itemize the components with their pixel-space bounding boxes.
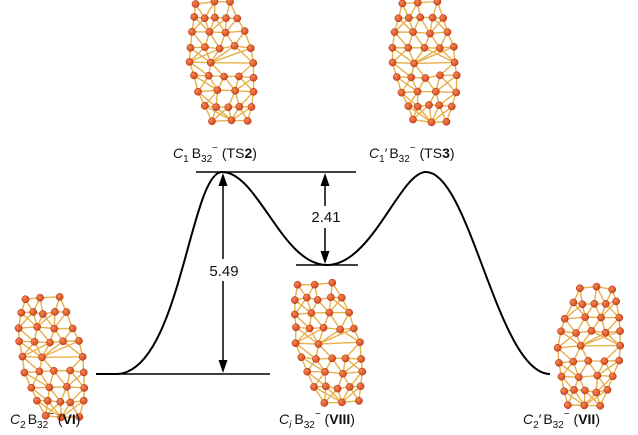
energy-arrow-5-49 <box>206 173 244 373</box>
label-ts2: C1 B32− (TS2) <box>173 143 257 165</box>
cluster-structures <box>14 0 625 422</box>
cluster-ts2 <box>185 0 258 126</box>
cluster-ts3 <box>388 0 461 127</box>
label-vi: C2 B32− (VI) <box>10 409 80 431</box>
label-ts3: C1′ B32− (TS3) <box>369 143 455 165</box>
cluster-viii <box>290 278 367 407</box>
energy-value-5-49: 5.49 <box>209 263 238 280</box>
energy-value-2-41: 2.41 <box>311 209 340 226</box>
cluster-vii <box>553 282 625 410</box>
label-vii: C2′ B32− (VII) <box>523 409 600 431</box>
energy-arrow-2-41 <box>306 173 344 264</box>
label-viii: Ci B32− (VIII) <box>279 409 355 431</box>
cluster-vi <box>14 293 89 422</box>
